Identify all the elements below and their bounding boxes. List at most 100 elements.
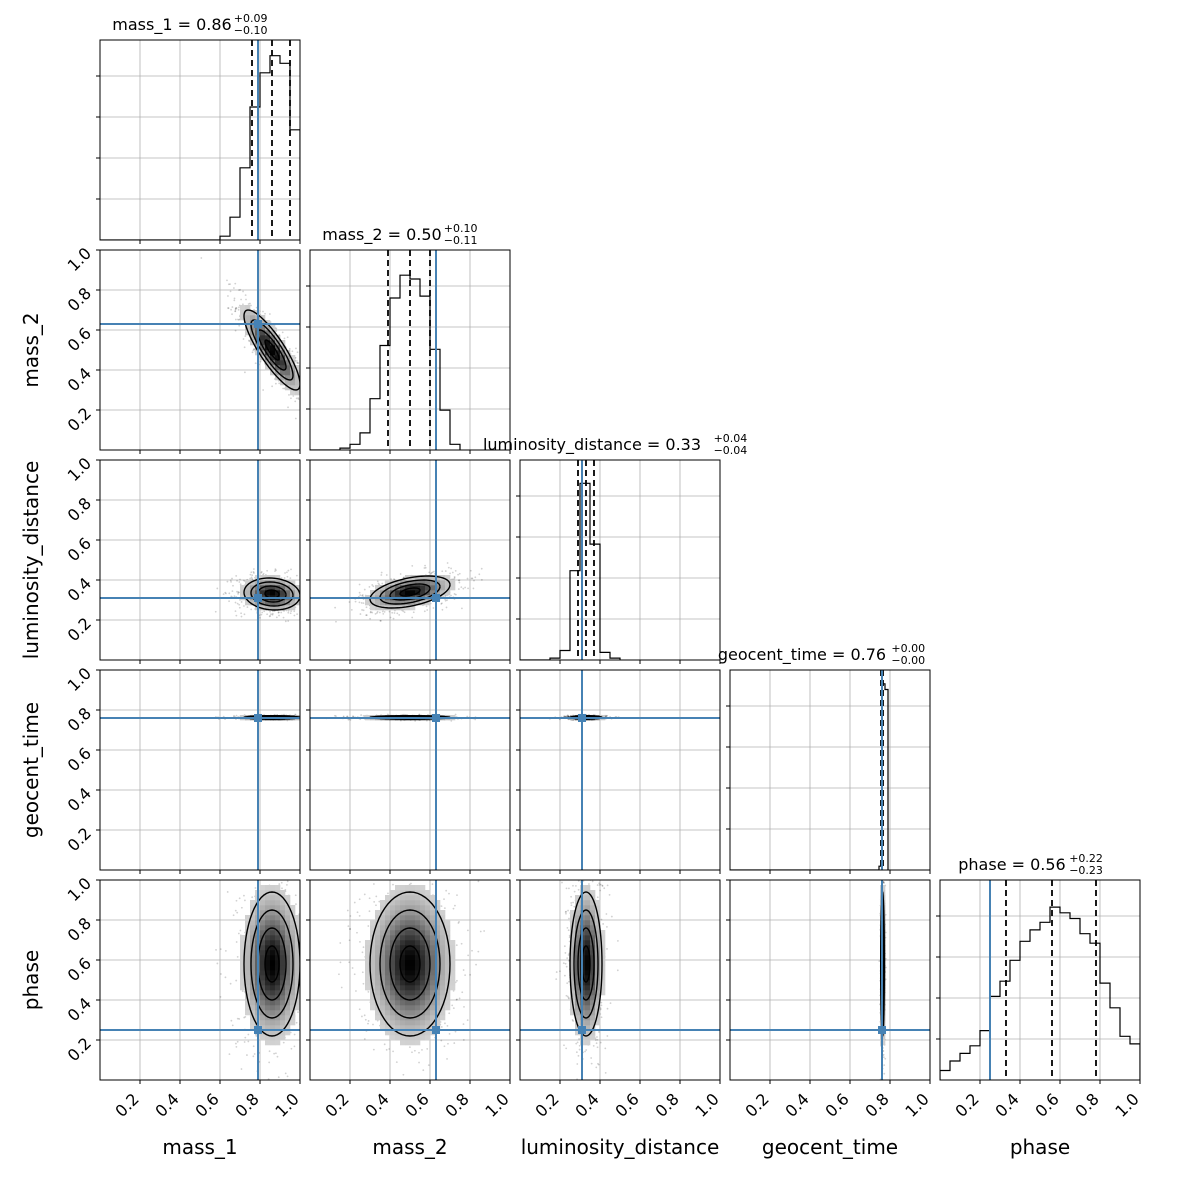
sample-point xyxy=(302,400,304,402)
sample-point xyxy=(297,398,300,401)
density-cell xyxy=(285,580,291,586)
sample-point xyxy=(306,717,308,719)
density-cell xyxy=(375,600,381,606)
sample-point xyxy=(251,574,254,577)
sample-point xyxy=(301,590,303,592)
sample-point xyxy=(283,577,286,579)
sample-point xyxy=(320,418,322,420)
sample-point xyxy=(244,294,247,297)
sample-point xyxy=(605,715,607,717)
sample-point xyxy=(301,382,303,384)
sample-point xyxy=(284,620,287,623)
density-cell xyxy=(370,600,376,606)
hist-panel-frame xyxy=(519,459,721,661)
sample-point xyxy=(278,883,281,885)
density-cell xyxy=(265,605,271,611)
sample-point xyxy=(238,606,241,609)
sample-point xyxy=(271,612,274,615)
density-cell xyxy=(420,575,426,581)
density-cell xyxy=(260,315,266,321)
sample-point xyxy=(453,575,456,578)
sample-point xyxy=(349,718,352,721)
sample-point xyxy=(289,577,292,580)
sample-point xyxy=(567,715,570,718)
panel-frame xyxy=(309,669,511,871)
sample-point xyxy=(281,887,283,890)
density-cell xyxy=(270,355,276,361)
sample-point xyxy=(229,290,232,293)
hist-clip-group xyxy=(520,460,621,660)
sample-point xyxy=(242,290,244,293)
sample-point xyxy=(359,613,362,615)
density-cell xyxy=(365,600,371,606)
sample-point xyxy=(441,602,443,605)
density-cell xyxy=(290,360,296,366)
sample-point xyxy=(296,361,299,364)
sample-point xyxy=(280,577,283,580)
sample-point xyxy=(293,610,296,613)
sample-point xyxy=(235,714,238,717)
density-cell xyxy=(275,365,281,371)
sample-point xyxy=(276,1055,279,1058)
density-cell xyxy=(405,585,411,591)
sample-point xyxy=(440,603,443,605)
sample-point xyxy=(288,394,290,396)
density-cell xyxy=(385,590,391,596)
density-cell xyxy=(295,390,300,396)
panel-title-text: geocent_time = 0.76 xyxy=(718,645,886,665)
density-cell xyxy=(285,590,291,596)
panel-mass_2-vs-luminosity_distance xyxy=(306,459,511,664)
density-cell xyxy=(265,340,271,346)
density-cell xyxy=(270,330,276,336)
truth-marker xyxy=(432,594,440,602)
density-cell xyxy=(250,580,256,586)
sample-point xyxy=(235,614,238,617)
panel-title-text: phase = 0.56 xyxy=(958,855,1065,874)
sample-point xyxy=(354,600,357,603)
sample-point xyxy=(250,571,253,574)
sample-point xyxy=(300,717,302,719)
sample-point xyxy=(288,348,291,350)
sample-point xyxy=(378,583,381,586)
truth-marker xyxy=(254,320,262,328)
panel-clip-group xyxy=(100,250,322,450)
sample-point xyxy=(432,570,435,573)
sample-point xyxy=(300,375,302,377)
density-cell xyxy=(370,605,376,611)
density-cell xyxy=(430,590,436,596)
density-cell xyxy=(260,340,266,346)
density-cell xyxy=(245,325,251,331)
density-cell xyxy=(280,605,286,611)
sample-point xyxy=(305,1011,307,1013)
sample-point xyxy=(239,578,241,581)
sample-point xyxy=(273,610,276,613)
error-minus: −0.23 xyxy=(1069,864,1103,877)
sample-point xyxy=(278,382,281,385)
sample-point xyxy=(242,303,244,306)
density-cell xyxy=(240,310,246,316)
sample-point xyxy=(383,610,386,613)
sample-point xyxy=(246,1054,248,1056)
sample-point xyxy=(342,715,345,718)
sample-point xyxy=(304,400,306,402)
sample-point xyxy=(472,587,475,590)
sample-point xyxy=(226,891,229,893)
density-cell xyxy=(445,575,451,581)
density-cell xyxy=(245,600,251,606)
sample-point xyxy=(473,579,475,582)
density-cell xyxy=(275,355,281,361)
sample-point xyxy=(296,613,299,616)
density-cell xyxy=(265,335,271,341)
sample-point xyxy=(365,614,368,617)
density-cell xyxy=(450,580,456,586)
sample-point xyxy=(474,576,477,579)
density-cell xyxy=(420,590,426,596)
sample-point xyxy=(461,607,463,610)
sample-point xyxy=(304,718,306,720)
sample-point xyxy=(451,578,454,581)
density-cell xyxy=(250,310,256,316)
sample-point xyxy=(382,612,385,615)
sample-point xyxy=(227,283,230,286)
sample-point xyxy=(287,406,289,409)
density-cell xyxy=(265,325,271,331)
